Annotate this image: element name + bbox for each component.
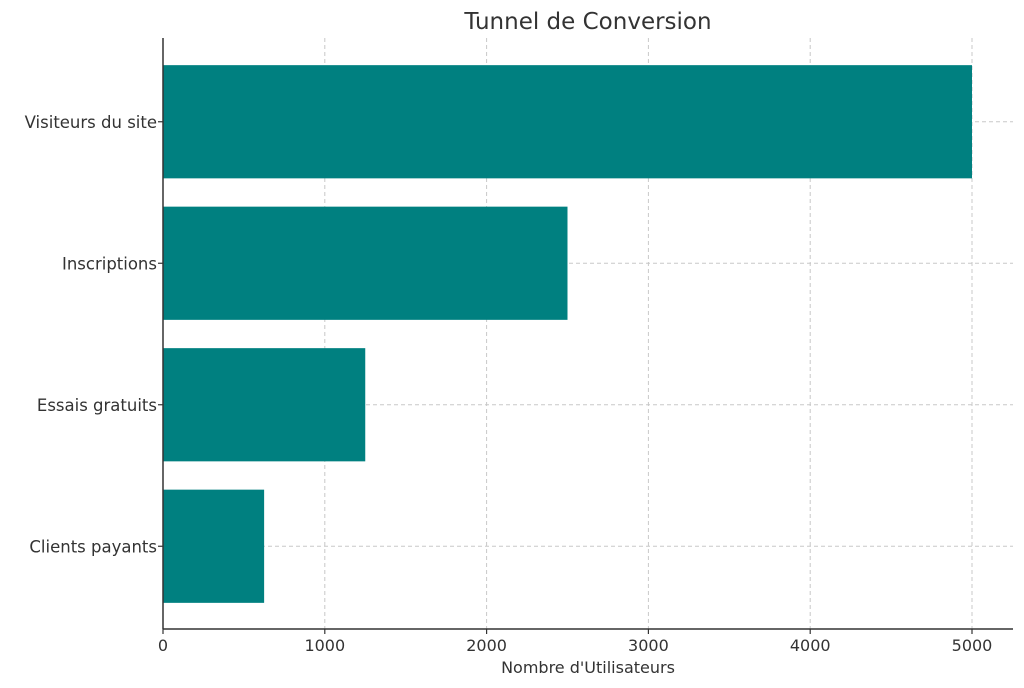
bar <box>163 206 568 320</box>
x-axis-label: Nombre d'Utilisateurs <box>501 658 675 677</box>
category-label: Essais gratuits <box>37 396 157 415</box>
bar <box>163 65 972 179</box>
x-tick-label: 5000 <box>952 636 993 655</box>
category-label: Clients payants <box>29 537 157 556</box>
category-label: Inscriptions <box>62 254 157 273</box>
bar <box>163 489 265 603</box>
x-tick-label: 4000 <box>790 636 831 655</box>
x-tick-labels: 0 1000 2000 3000 4000 5000 <box>158 636 992 655</box>
x-tick-label: 1000 <box>304 636 345 655</box>
x-tick-label: 2000 <box>466 636 507 655</box>
category-label: Visiteurs du site <box>25 113 157 132</box>
bar <box>163 348 366 462</box>
x-tick-label: 3000 <box>628 636 669 655</box>
bars <box>163 65 972 603</box>
x-tick-label: 0 <box>158 636 168 655</box>
chart-title: Tunnel de Conversion <box>463 9 711 35</box>
category-labels: Visiteurs du site Inscriptions Essais grat… <box>25 113 157 557</box>
axes <box>158 38 1013 634</box>
